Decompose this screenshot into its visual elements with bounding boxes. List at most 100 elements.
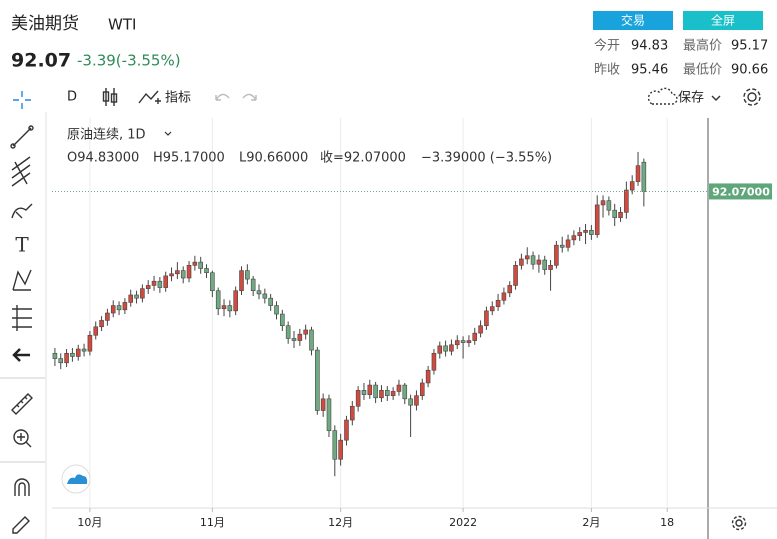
trade-button-label[interactable]: 交易 (621, 13, 645, 28)
trade-button[interactable] (593, 11, 673, 30)
stat-label: 最高价 (683, 38, 722, 54)
candle-body (571, 235, 577, 241)
candle-body (169, 273, 174, 277)
price-change: -3.39(-3.55%) (77, 52, 181, 70)
candle-body (52, 352, 58, 359)
candle-body (484, 310, 489, 327)
cloud-icon[interactable] (647, 87, 678, 105)
fullscreen-button-label[interactable]: 全屏 (711, 13, 735, 28)
candle-body (478, 325, 483, 334)
candle-body (373, 384, 378, 399)
candle-body (361, 390, 367, 395)
x-tick-label: 2022 (449, 516, 477, 529)
text-tool[interactable]: T (15, 233, 29, 257)
candle-type-button[interactable] (102, 88, 118, 106)
candle-body (641, 161, 647, 192)
tradingview-logo (61, 464, 91, 494)
candle-body (437, 345, 443, 354)
candle-body (274, 305, 279, 315)
candle-body (64, 352, 69, 364)
candle-body (559, 244, 565, 248)
candle-body (116, 305, 122, 311)
stat-label: 今开 (594, 38, 620, 54)
candle-body (606, 200, 612, 211)
candle-body (256, 290, 262, 295)
candle-body (495, 299, 501, 307)
crosshair-tool[interactable] (13, 91, 31, 109)
lock-tool[interactable] (12, 516, 30, 534)
stat-label: 最低价 (683, 63, 722, 78)
candle-body (210, 272, 215, 292)
candle-body (408, 398, 413, 406)
candle-body (542, 259, 548, 270)
candle-body (594, 204, 600, 235)
candle-body (454, 340, 460, 346)
brush-tool[interactable] (11, 203, 33, 219)
candle-body (250, 278, 256, 292)
axis-settings-icon[interactable] (731, 515, 747, 531)
candle-body (192, 261, 198, 266)
last-price-tag (709, 183, 772, 200)
candle-body (396, 384, 402, 392)
candle-body (565, 239, 571, 248)
stat-value: 90.66 (731, 63, 768, 78)
fullscreen-button[interactable] (683, 11, 763, 30)
candle-body (612, 209, 617, 218)
candle-body (390, 391, 396, 396)
zoom-tool-mark (17, 433, 32, 448)
fib-tool[interactable] (11, 156, 31, 187)
candle-body (344, 419, 349, 441)
candle-body (624, 189, 629, 213)
legend-item: −3.39000 (−3.55%) (421, 151, 552, 166)
line-tool[interactable] (12, 127, 32, 147)
candle-body (443, 345, 448, 352)
save-menu-chevron[interactable] (711, 95, 721, 101)
candle-body (215, 290, 221, 310)
candle-body (233, 290, 238, 312)
candle-body (291, 338, 297, 341)
candle-body (315, 349, 320, 411)
candle-body (140, 288, 145, 299)
candle-body (350, 405, 355, 421)
save-button[interactable]: 保存 (678, 91, 704, 106)
indicator-button[interactable]: 指标 (165, 91, 191, 106)
indicator-icon[interactable] (138, 90, 161, 104)
candle-body (58, 358, 64, 364)
prediction-tool[interactable] (12, 305, 32, 331)
candle-body (332, 430, 338, 460)
candle-body (583, 230, 588, 233)
back-tool[interactable] (12, 348, 30, 362)
magnet-tool[interactable] (14, 478, 30, 496)
stat-value: 94.83 (631, 39, 668, 54)
instrument-code: WTI (108, 16, 136, 34)
candle-body (589, 230, 594, 235)
candle-body (110, 305, 116, 314)
candle-body (600, 200, 606, 206)
candle-body (93, 326, 99, 336)
title-chevron[interactable] (164, 131, 172, 136)
stat-value: 95.46 (631, 63, 668, 78)
stat-label: 昨收 (594, 63, 620, 78)
pattern-tool[interactable] (12, 269, 32, 291)
candle-body (618, 212, 623, 218)
zoom-tool[interactable] (13, 429, 29, 445)
candle-body (530, 255, 536, 265)
candle-body (186, 265, 192, 279)
candle-body (75, 348, 81, 357)
settings-icon[interactable] (743, 88, 761, 106)
instrument-name: 美油期货 (11, 14, 79, 34)
grid (89, 118, 668, 508)
ruler-tool[interactable] (11, 393, 33, 415)
legend-item: O94.83000 (67, 151, 139, 166)
interval-button[interactable]: D (67, 90, 77, 105)
candle-body (419, 382, 425, 396)
undo-redo[interactable] (215, 93, 257, 101)
candle-body (163, 275, 168, 288)
candle-body (204, 268, 209, 274)
candle-body (524, 255, 530, 260)
candles (52, 151, 647, 477)
candle-body (239, 270, 244, 292)
legend-item: 收=92.07000 (320, 151, 406, 166)
candle-body (489, 306, 495, 312)
